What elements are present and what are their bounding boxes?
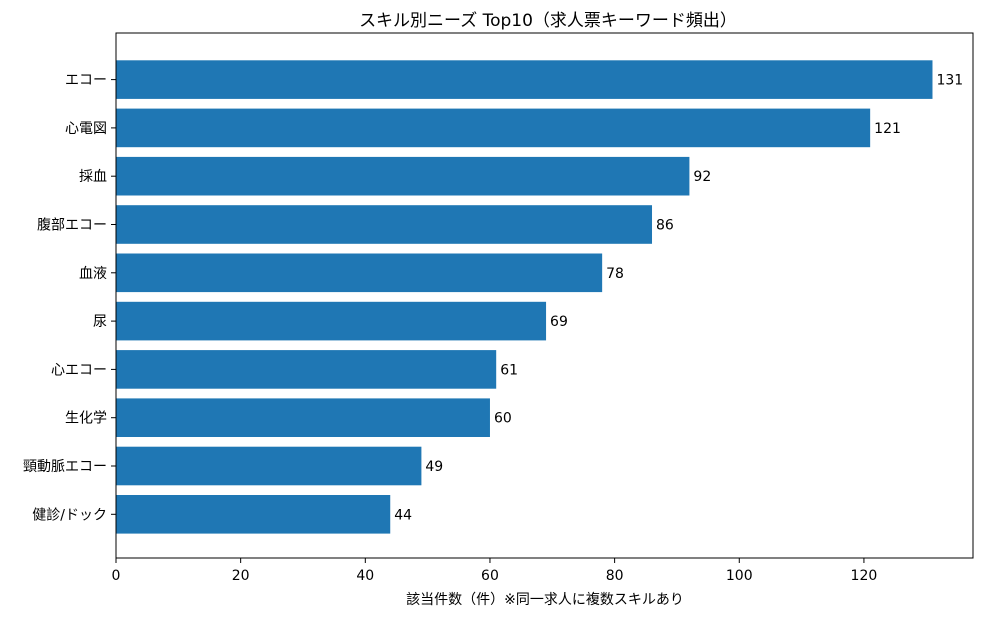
bar-value-label: 131 — [936, 73, 963, 89]
bar-value-label: 61 — [500, 362, 518, 378]
bar-value-label: 121 — [874, 121, 901, 137]
bar-value-label: 44 — [394, 507, 412, 523]
y-tick-label: 血液 — [79, 266, 107, 282]
bar — [116, 205, 653, 244]
plot-frame — [115, 32, 974, 559]
y-tick-label: 心エコー — [51, 362, 107, 378]
x-axis-label: 該当件数（件）※同一求人に複数スキルあり — [406, 591, 684, 608]
bar-value-label: 49 — [425, 459, 443, 475]
y-tick-label: 頸動脈エコー — [23, 459, 107, 475]
y-tick-label: 健診/ドック — [32, 507, 107, 523]
x-ticks: 0 20 40 60 80 100 120 — [112, 558, 878, 584]
bar-value-label: 69 — [550, 314, 568, 330]
bar-value-label: 86 — [656, 218, 674, 234]
bar — [116, 156, 690, 196]
x-tick-label: 0 — [112, 568, 121, 584]
y-tick-label: 腹部エコー — [37, 217, 107, 234]
y-tick-label: 心電図 — [65, 121, 107, 137]
bar-value-label: 92 — [693, 169, 711, 185]
y-tick-label: 生化学 — [65, 411, 107, 427]
bar — [116, 253, 603, 293]
y-tick-label: エコー — [65, 73, 107, 89]
y-tick-label: 尿 — [93, 314, 107, 330]
bar — [116, 60, 933, 99]
bars-group: 131 121 92 86 78 69 61 60 49 44 — [116, 60, 963, 534]
x-tick-label: 80 — [606, 568, 624, 584]
x-tick-label: 60 — [481, 568, 499, 584]
bar — [116, 350, 497, 389]
x-tick-label: 120 — [851, 568, 878, 584]
bar — [116, 446, 422, 486]
x-tick-label: 40 — [356, 568, 374, 584]
bar-value-label: 78 — [606, 266, 624, 282]
chart-title: スキル別ニーズ Top10（求人票キーワード頻出） — [359, 11, 737, 31]
x-tick-label: 100 — [726, 568, 753, 584]
bar — [116, 398, 490, 437]
x-tick-label: 20 — [232, 568, 250, 584]
bar — [116, 495, 391, 534]
bar — [116, 108, 871, 148]
y-tick-label: 採血 — [79, 169, 107, 185]
bar — [116, 301, 547, 341]
bar-value-label: 60 — [494, 411, 512, 427]
